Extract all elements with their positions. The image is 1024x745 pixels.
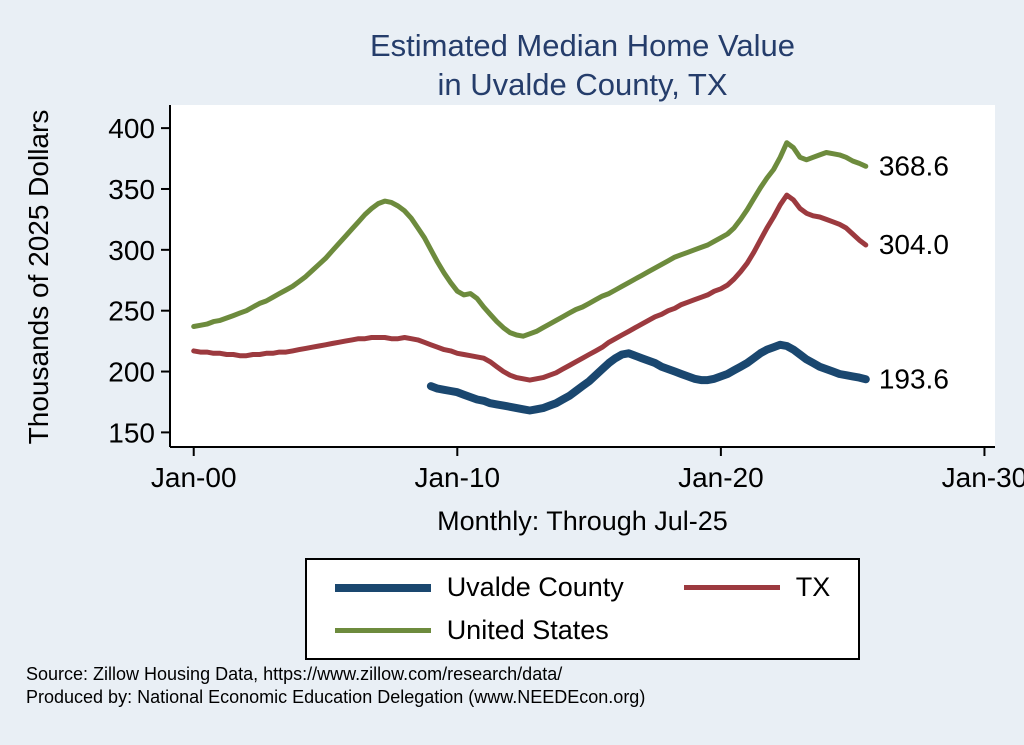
svg-text:193.6: 193.6 [879, 363, 949, 394]
svg-text:368.6: 368.6 [879, 150, 949, 181]
svg-text:350: 350 [108, 174, 155, 205]
svg-text:Jan-20: Jan-20 [678, 462, 764, 493]
uvalde-county-line-swatch [334, 583, 431, 592]
united-states-line-swatch [334, 628, 431, 633]
chart-title-line1: Estimated Median Home Value [369, 28, 796, 63]
svg-text:304.0: 304.0 [879, 229, 949, 260]
svg-text:150: 150 [108, 417, 155, 448]
legend: Uvalde County TX United States [170, 558, 995, 660]
legend-label: Uvalde County [446, 572, 624, 602]
x-axis-label: Monthly: Through Jul-25 [437, 506, 728, 536]
svg-text:250: 250 [108, 296, 155, 327]
chart-title-line2: in Uvalde County, TX [437, 67, 728, 102]
svg-text:Jan-10: Jan-10 [414, 462, 500, 493]
y-axis-label: Thousands of 2025 Dollars [23, 109, 54, 445]
legend-item-tx: TX [683, 572, 831, 603]
source-line1: Source: Zillow Housing Data, https://www… [26, 664, 563, 684]
svg-text:Jan-30: Jan-30 [942, 462, 1024, 493]
legend-label: United States [446, 615, 609, 645]
svg-text:200: 200 [108, 357, 155, 388]
svg-text:300: 300 [108, 235, 155, 266]
chart-title: Estimated Median Home Value in Uvalde Co… [170, 26, 995, 104]
legend-item-uvalde-county: Uvalde County [334, 572, 624, 603]
source-notes: Source: Zillow Housing Data, https://www… [26, 663, 645, 709]
legend-item-united-states: United States [334, 615, 624, 646]
legend-label: TX [795, 572, 831, 602]
source-line2: Produced by: National Economic Education… [26, 687, 646, 707]
tx-line-swatch [683, 585, 780, 590]
svg-text:Jan-00: Jan-00 [151, 462, 237, 493]
legend-box: Uvalde County TX United States [304, 558, 861, 660]
svg-text:400: 400 [108, 113, 155, 144]
